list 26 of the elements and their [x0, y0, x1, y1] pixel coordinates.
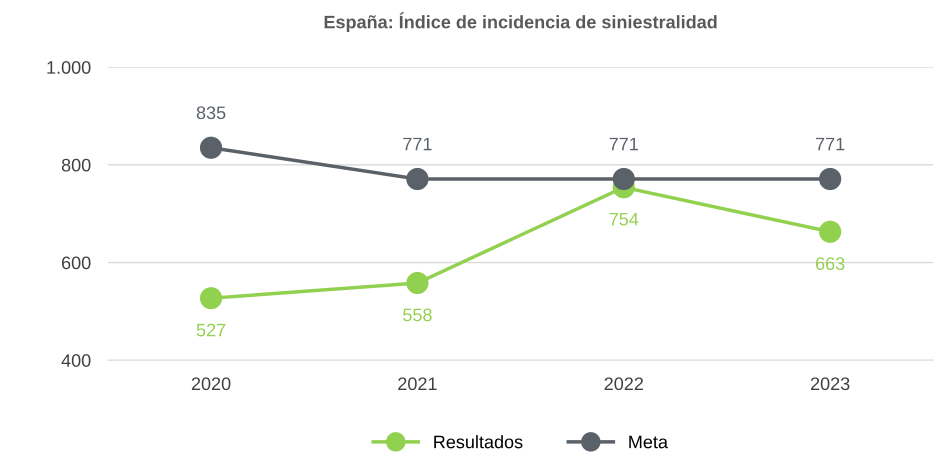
legend-label: Resultados — [434, 435, 522, 448]
data-label: 754 — [610, 212, 638, 226]
point — [612, 168, 635, 190]
data-label: 558 — [403, 308, 432, 322]
legend-label: Meta — [629, 436, 668, 448]
point — [819, 220, 842, 243]
x-tick-label: 2020 — [192, 377, 230, 390]
point — [406, 272, 429, 294]
y-tick-label: 600 — [62, 256, 90, 270]
y-tick-label: 1.000 — [47, 61, 90, 74]
data-label: 771 — [403, 138, 432, 150]
data-label: 527 — [196, 324, 226, 336]
data-label: 663 — [816, 257, 844, 270]
point — [406, 168, 429, 190]
y-tick-label: 800 — [62, 158, 90, 172]
data-label: 835 — [196, 106, 226, 120]
point — [200, 287, 222, 310]
point — [200, 136, 222, 159]
y-tick-label: 400 — [61, 354, 90, 367]
data-label: 771 — [816, 138, 844, 150]
chart-title: España: Índice de incidencia de siniestralidad — [324, 12, 717, 32]
x-tick-label: 2022 — [604, 377, 643, 390]
x-tick-label: 2021 — [398, 377, 437, 390]
point — [819, 168, 842, 190]
data-label: 771 — [610, 138, 638, 150]
x-tick-label: 2023 — [810, 377, 850, 390]
